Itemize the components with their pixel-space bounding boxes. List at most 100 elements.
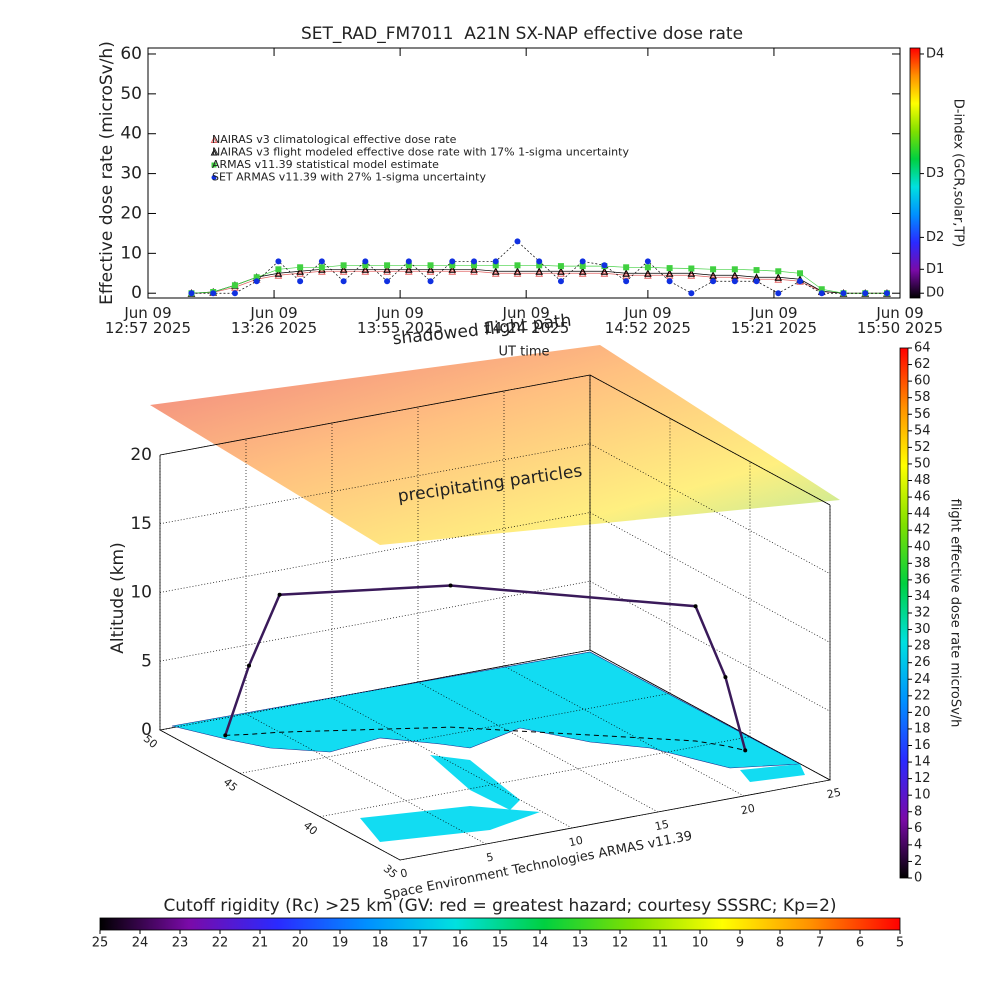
colorbar <box>909 47 921 299</box>
marker <box>579 263 586 270</box>
marker <box>296 269 304 277</box>
legend-label: SET ARMAS v11.39 with 27% 1-sigma uncert… <box>212 171 486 184</box>
colorbar-tick-label: 56 <box>914 407 931 422</box>
marker <box>883 290 890 297</box>
marker <box>405 258 412 265</box>
marker <box>339 265 348 273</box>
y-tick-label: 0 <box>131 283 142 303</box>
z-tick-label: 0 <box>141 720 152 740</box>
grid-line <box>589 443 831 575</box>
marker <box>274 269 283 277</box>
colorbar-tick-label: D3 <box>926 166 944 181</box>
legend-marker <box>211 162 217 168</box>
marker <box>361 265 370 273</box>
marker <box>687 271 696 279</box>
marker <box>644 271 652 279</box>
y-tick-label: 40 <box>301 819 320 838</box>
colorbar-tick-label: 44 <box>914 506 931 521</box>
marker <box>426 265 435 273</box>
colorbar-tick-label: 4 <box>914 837 922 852</box>
colorbar-tick-label: 21 <box>252 936 269 951</box>
marker <box>471 262 478 269</box>
marker <box>623 278 630 285</box>
chart-title: SET_RAD_FM7011 A21N SX-NAP effective dos… <box>301 24 743 44</box>
colorbar-tick-label: 6 <box>856 936 864 951</box>
marker <box>448 267 457 275</box>
marker <box>514 238 521 245</box>
colorbar-tick-label: 8 <box>776 936 784 951</box>
marker <box>774 273 783 281</box>
colorbar-label: flight effective dose rate microSv/h <box>948 499 963 728</box>
x-axis-label: UT time <box>499 345 550 360</box>
z-tick-label: 10 <box>130 583 152 603</box>
marker <box>731 266 738 273</box>
marker <box>535 267 544 275</box>
marker <box>579 258 586 265</box>
marker <box>448 265 457 273</box>
flight-point <box>223 733 228 738</box>
colorbar-tick-label: 12 <box>612 936 629 951</box>
colorbar-tick-label: 22 <box>212 936 229 951</box>
z-tick-label: 5 <box>141 651 152 671</box>
colorbar <box>899 347 909 879</box>
x-tick-label: 5 <box>485 850 495 864</box>
marker <box>491 269 500 277</box>
colorbar-tick-label: D0 <box>926 286 944 301</box>
marker <box>274 271 283 279</box>
marker <box>405 265 413 273</box>
marker <box>623 264 630 271</box>
x-tick-label: 20 <box>740 802 756 818</box>
colorbar-tick-label: 19 <box>332 936 349 951</box>
flight-path-shadow <box>225 726 746 751</box>
marker <box>536 258 543 265</box>
marker <box>361 267 370 275</box>
colorbar-tick-label: 9 <box>736 936 744 951</box>
marker <box>296 267 304 275</box>
legend-marker <box>210 148 218 156</box>
colorbar-tick-label: 20 <box>914 705 931 720</box>
colorbar-tick-label: 25 <box>92 936 109 951</box>
colorbar-tick-label: 34 <box>914 589 931 604</box>
series-line <box>191 268 887 294</box>
marker <box>775 268 782 275</box>
colorbar-tick-label: 28 <box>914 639 931 654</box>
colorbar-tick-label: 2 <box>914 854 922 869</box>
marker <box>840 290 847 297</box>
x-tick-label: Jun 09 14:24 2025 <box>483 304 570 337</box>
y-tick-label: 40 <box>120 124 142 144</box>
marker <box>513 267 522 275</box>
marker <box>491 267 500 275</box>
marker <box>297 264 304 271</box>
marker <box>688 265 695 272</box>
x-tick-label: Jun 09 15:21 2025 <box>730 304 818 337</box>
legend-marker <box>211 175 217 180</box>
marker <box>666 278 673 285</box>
grid-line <box>503 665 745 797</box>
grid-line <box>239 692 671 774</box>
marker <box>362 262 369 269</box>
marker <box>557 267 565 275</box>
marker <box>665 269 674 277</box>
colorbar-tick-label: 38 <box>914 556 931 571</box>
marker <box>774 275 783 283</box>
marker <box>470 267 478 275</box>
colorbar-tick-label: 60 <box>914 374 931 389</box>
flight-point <box>693 604 698 609</box>
marker <box>427 262 434 269</box>
legend-label: ARMAS v11.39 statistical model estimate <box>212 158 439 171</box>
x-tick-label: 15 <box>654 818 670 834</box>
flight-point <box>743 748 748 753</box>
marker <box>449 258 456 265</box>
marker <box>818 290 825 297</box>
marker <box>253 274 260 281</box>
marker <box>405 262 412 269</box>
y-tick-label: 35 <box>381 862 400 881</box>
colorbar-tick-label: 11 <box>652 936 669 951</box>
y-tick-label: 20 <box>120 203 142 223</box>
colorbar-tick-label: 22 <box>914 688 931 703</box>
marker <box>578 269 587 277</box>
marker <box>600 269 609 277</box>
colorbar-tick-label: 14 <box>532 936 549 951</box>
